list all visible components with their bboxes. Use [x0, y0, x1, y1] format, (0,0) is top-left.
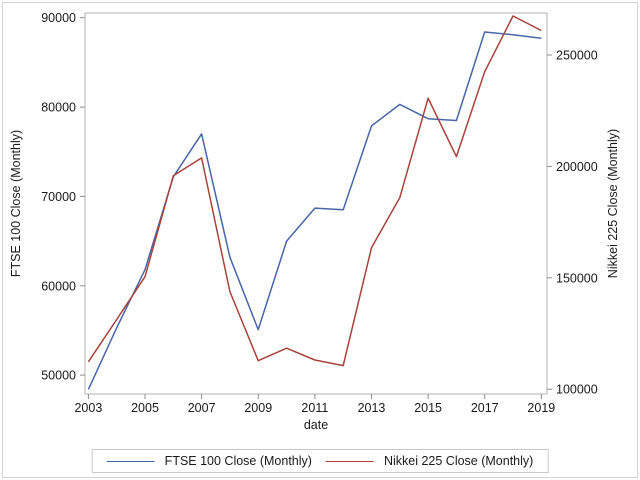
x-axis-tick-label: 2005: [131, 401, 159, 415]
legend: FTSE 100 Close (Monthly) Nikkei 225 Clos…: [91, 449, 549, 473]
line-chart-canvas: 50000 60000 70000 80000 90000 100000 150000 200…: [9, 11, 620, 432]
right-axis-tick-label: 200000: [556, 160, 598, 174]
x-axis-tick-label: 2017: [471, 401, 499, 415]
left-axis-tick-label: 60000: [41, 279, 76, 293]
legend-label-ftse: FTSE 100 Close (Monthly): [164, 454, 312, 468]
left-axis-tick-label: 90000: [41, 11, 76, 25]
x-axis-tick-label: 2009: [244, 401, 272, 415]
legend-label-nikkei: Nikkei 225 Close (Monthly): [383, 454, 534, 468]
left-axis-title: FTSE 100 Close (Monthly): [9, 130, 23, 277]
series-line-ftse: [87, 31, 542, 390]
right-axis-tick-label: 250000: [556, 48, 598, 62]
legend-entry-ftse: FTSE 100 Close (Monthly): [106, 454, 312, 468]
left-axis-tick-label: 80000: [41, 101, 76, 115]
legend-entry-nikkei: Nikkei 225 Close (Monthly): [325, 454, 534, 468]
left-axis-tick-label: 70000: [41, 190, 76, 204]
ftse-line-swatch: [106, 460, 155, 462]
series-line-nikkei: [87, 15, 542, 367]
x-axis-tick-label: 2015: [414, 401, 442, 415]
nikkei-line-swatch: [325, 460, 374, 462]
right-axis-tick-label: 150000: [556, 271, 598, 285]
right-axis-title: Nikkei 225 Close (Monthly): [606, 129, 620, 278]
right-axis-tick-label: 100000: [556, 383, 598, 397]
x-axis-title: date: [304, 418, 328, 432]
x-axis-tick-label: 2011: [301, 401, 328, 415]
x-axis-tick-label: 2013: [358, 401, 386, 415]
plot-frame: [84, 12, 548, 395]
left-axis-tick-label: 50000: [41, 369, 76, 383]
x-axis-tick-label: 2007: [188, 401, 216, 415]
x-axis-tick-label: 2003: [74, 401, 102, 415]
x-axis-tick-label: 2019: [527, 401, 555, 415]
